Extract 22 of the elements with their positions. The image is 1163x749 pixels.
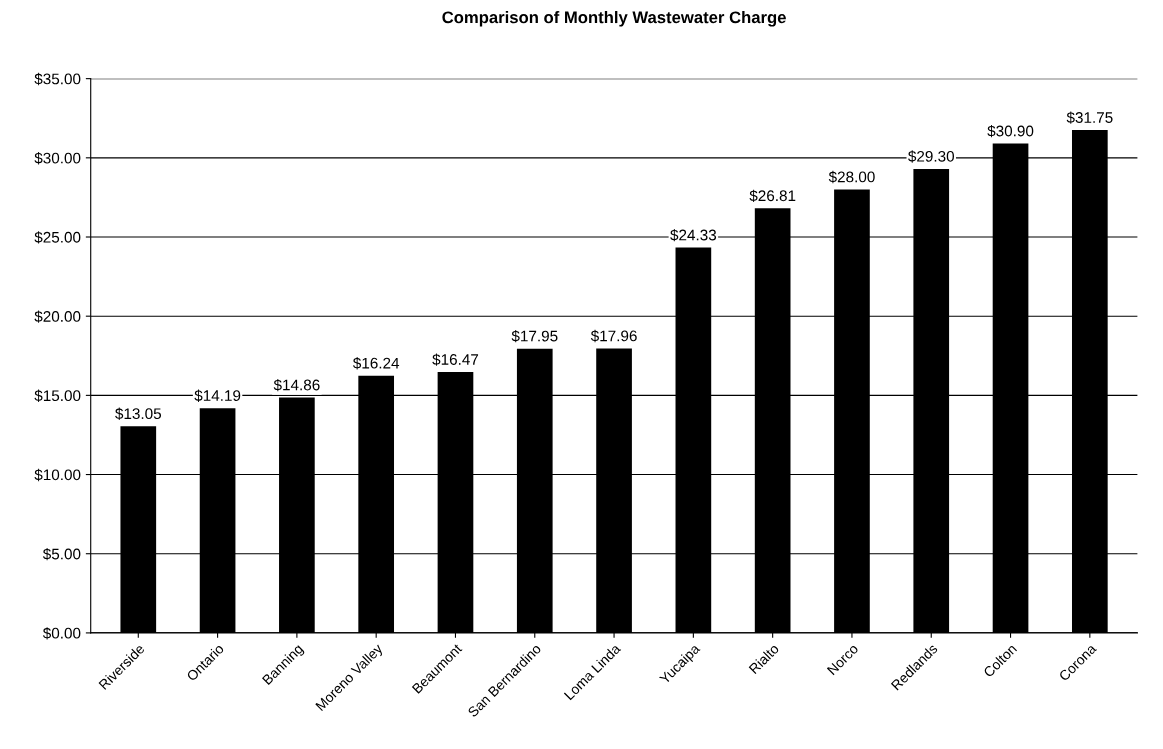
data-label: $17.95 xyxy=(511,330,558,343)
data-label: $17.96 xyxy=(590,329,637,343)
data-label: $29.30 xyxy=(908,150,955,163)
y-tick-label: $5.00 xyxy=(42,547,81,561)
data-label: $30.90 xyxy=(987,124,1034,138)
y-tick-label: $20.00 xyxy=(34,310,81,323)
data-label: $13.05 xyxy=(115,407,162,420)
y-tick-label: $30.00 xyxy=(34,152,81,165)
y-tick-label: $15.00 xyxy=(34,389,81,402)
data-label: $26.81 xyxy=(749,189,796,203)
chart-title: Comparison of Monthly Wastewater Charge xyxy=(442,11,786,27)
data-label: $14.86 xyxy=(273,378,320,392)
data-label: $14.19 xyxy=(194,389,241,402)
data-label: $16.24 xyxy=(352,357,400,370)
data-label: $16.47 xyxy=(432,353,479,366)
y-tick-label: $0.00 xyxy=(42,627,81,640)
y-tick-label: $10.00 xyxy=(34,468,81,482)
data-label: $31.75 xyxy=(1066,111,1113,124)
y-tick-label: $25.00 xyxy=(34,231,81,244)
data-label: $24.33 xyxy=(670,228,717,242)
y-tick-label: $35.00 xyxy=(34,72,81,86)
data-label: $28.00 xyxy=(828,170,875,184)
